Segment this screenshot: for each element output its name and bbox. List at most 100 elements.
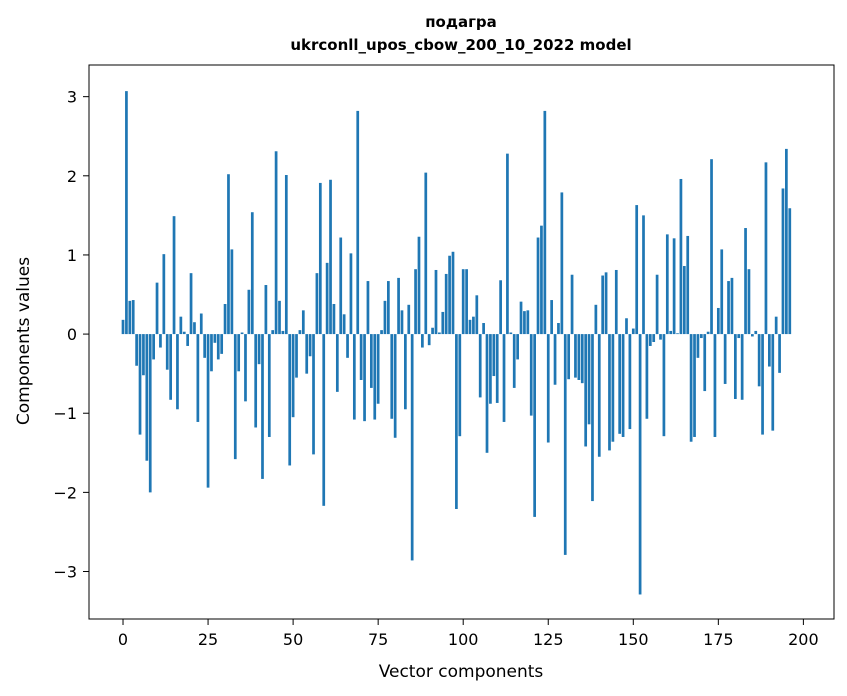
bar-12: [162, 254, 166, 335]
bar-43: [267, 334, 271, 437]
bar-107: [485, 334, 489, 453]
bar-111: [499, 280, 502, 335]
bar-114: [509, 332, 513, 335]
chart-title-line1: подагра: [425, 13, 497, 31]
bar-41: [261, 334, 264, 479]
bar-5: [138, 334, 142, 435]
bar-105: [478, 334, 482, 398]
bar-74: [373, 334, 377, 420]
bar-94: [441, 311, 445, 335]
bar-185: [751, 334, 754, 337]
bar-154: [645, 334, 649, 419]
bar-92: [434, 269, 438, 335]
bar-19: [186, 334, 190, 346]
bar-183: [744, 228, 747, 335]
bar-125: [546, 334, 550, 443]
bar-44: [271, 330, 275, 335]
bar-51: [295, 334, 298, 378]
bar-174: [713, 334, 717, 437]
bar-69: [356, 110, 360, 335]
bar-10: [155, 282, 159, 335]
bar-167: [689, 334, 693, 442]
bar-110: [495, 334, 499, 403]
bar-34: [237, 334, 241, 372]
bar-108: [489, 334, 492, 404]
y-tick-label--3: −3: [53, 563, 77, 582]
bar-9: [152, 334, 155, 360]
bar-36: [244, 334, 247, 402]
bar-117: [519, 301, 523, 335]
y-tick-label--2: −2: [53, 483, 77, 502]
x-tick-label-75: 75: [368, 630, 388, 649]
bar-118: [523, 311, 526, 335]
plot-frame: [88, 64, 835, 620]
axes-group: 0 25 50 75 100 125 150 175 200 −3 −2 −1 0 1 2 3: [53, 64, 835, 649]
bar-76: [380, 330, 383, 335]
bar-161: [669, 330, 673, 335]
bar-109: [492, 334, 496, 377]
bar-130: [563, 334, 567, 555]
bar-62: [332, 304, 336, 335]
bar-88: [421, 334, 424, 348]
bar-59: [322, 334, 326, 506]
bar-53: [301, 310, 305, 335]
bar-57: [315, 273, 319, 335]
bar-115: [512, 334, 516, 388]
bar-97: [451, 251, 455, 335]
bar-149: [628, 334, 632, 430]
bar-96: [448, 255, 451, 335]
x-tick-label-175: 175: [703, 630, 734, 649]
bar-37: [247, 289, 251, 335]
bar-66: [346, 334, 349, 358]
bar-181: [737, 334, 741, 339]
bar-18: [182, 331, 186, 335]
y-tick-label--1: −1: [53, 404, 77, 423]
bar-119: [526, 310, 530, 335]
bar-184: [747, 269, 751, 335]
bar-132: [570, 274, 574, 335]
bar-158: [659, 334, 662, 340]
bar-171: [703, 334, 707, 392]
bar-173: [710, 159, 713, 335]
bar-93: [438, 332, 441, 335]
y-tick-label-3: 3: [67, 88, 77, 107]
bar-47: [281, 330, 285, 335]
bar-145: [614, 269, 618, 335]
bar-90: [427, 334, 431, 346]
y-tick-label-2: 2: [67, 167, 77, 186]
bar-127: [553, 334, 557, 385]
bar-60: [325, 262, 329, 335]
bar-121: [533, 334, 536, 517]
x-tick-label-150: 150: [618, 630, 649, 649]
bar-113: [506, 153, 509, 335]
bar-7: [145, 334, 149, 461]
bar-124: [543, 110, 547, 335]
bar-104: [475, 295, 479, 335]
bar-189: [764, 162, 768, 335]
x-tick-label-50: 50: [283, 630, 303, 649]
x-tick-label-25: 25: [198, 630, 218, 649]
bar-40: [257, 334, 261, 365]
bar-98: [455, 334, 458, 509]
bar-33: [233, 334, 237, 460]
bar-45: [274, 151, 278, 335]
bar-102: [468, 319, 472, 335]
y-tick-label-1: 1: [67, 246, 77, 265]
bar-139: [594, 304, 598, 335]
bar-138: [591, 334, 594, 502]
bar-178: [727, 281, 730, 335]
bar-11: [159, 334, 162, 348]
bar-179: [730, 277, 734, 335]
bar-152: [638, 334, 642, 595]
bar-58: [318, 182, 322, 335]
bar-190: [768, 334, 771, 367]
bar-50: [291, 334, 295, 418]
bar-86: [414, 269, 417, 335]
bar-23: [199, 313, 203, 335]
bar-35: [240, 332, 244, 335]
bar-46: [278, 300, 281, 335]
bar-188: [761, 334, 764, 435]
bar-42: [264, 285, 268, 335]
bar-193: [778, 334, 781, 373]
